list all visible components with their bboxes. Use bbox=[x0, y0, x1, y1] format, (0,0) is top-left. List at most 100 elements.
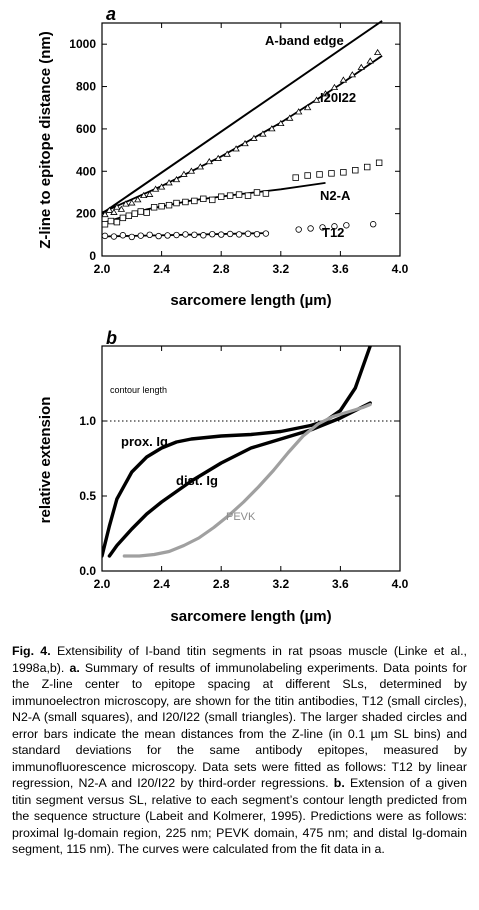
i20i22-point bbox=[366, 57, 374, 64]
curve-pevk bbox=[122, 402, 372, 558]
n2a-point bbox=[304, 172, 311, 179]
i20i22-point bbox=[214, 154, 222, 161]
i20i22-point bbox=[140, 191, 148, 199]
y-tick-label: 0 bbox=[89, 249, 96, 263]
panel-b-x-axis-label: sarcomere length (µm) bbox=[170, 608, 331, 625]
n2a-point bbox=[107, 217, 115, 225]
n2a-point bbox=[113, 218, 121, 226]
t12-point bbox=[295, 226, 302, 233]
i20i22-point bbox=[187, 167, 196, 174]
t12-point bbox=[217, 231, 225, 238]
panel-b-label: b bbox=[106, 328, 117, 348]
x-tick-label: 2.8 bbox=[213, 262, 230, 276]
y-tick-label: 1.0 bbox=[79, 414, 96, 428]
fit-line-i20i22 bbox=[101, 55, 383, 214]
n2a-point bbox=[364, 163, 371, 171]
n2a-point bbox=[253, 189, 261, 196]
n2a-point bbox=[217, 193, 225, 200]
i20i22-point bbox=[122, 200, 130, 207]
i20i22-point bbox=[357, 63, 365, 70]
annotation-a-band-edge: A-band edge bbox=[265, 33, 344, 48]
n2a-point bbox=[226, 192, 234, 199]
curve-prox-ig bbox=[102, 346, 372, 558]
panel-b-plot-frame bbox=[101, 345, 401, 572]
panel-b: b 2.0 2.4 2.8 3.2 3.6 4.0 0.0 0.5 1.0 sarcomere … bbox=[37, 328, 409, 625]
n2a-point bbox=[119, 214, 127, 222]
i20i22-point bbox=[196, 163, 205, 170]
t12-point bbox=[164, 232, 171, 239]
x-tick-label: 3.2 bbox=[272, 262, 289, 276]
i20i22-point bbox=[339, 76, 348, 83]
i20i22-point bbox=[180, 170, 188, 177]
i20i22-point bbox=[241, 139, 249, 147]
x-tick-label: 2.0 bbox=[94, 577, 111, 591]
t12-point bbox=[244, 230, 252, 237]
t12-point bbox=[128, 233, 135, 241]
panel-b-y-axis-label: relative extension bbox=[37, 397, 54, 524]
t12-point bbox=[155, 232, 162, 240]
i20i22-point bbox=[145, 190, 154, 197]
i20i22-point bbox=[348, 71, 357, 78]
i20i22-point bbox=[286, 114, 294, 121]
n2a-point bbox=[328, 170, 335, 177]
n2a-point bbox=[182, 198, 189, 206]
i20i22-point bbox=[259, 130, 267, 137]
n2a-point bbox=[165, 201, 173, 209]
t12-point bbox=[235, 231, 243, 238]
n2a-point bbox=[292, 174, 299, 181]
t12-point bbox=[319, 224, 326, 231]
i20i22-point bbox=[117, 205, 126, 212]
panel-b-marks bbox=[102, 346, 400, 558]
y-tick-label: 600 bbox=[76, 122, 96, 136]
t12-point bbox=[262, 230, 270, 237]
t12-point bbox=[182, 231, 189, 238]
y-tick-label: 400 bbox=[76, 164, 96, 178]
t12-point bbox=[331, 223, 338, 230]
panel-a: a 2.0 2.4 2.8 3.2 3.6 4.0 0 200 400 600 800 1000 sa… bbox=[37, 4, 409, 309]
n2a-point bbox=[191, 197, 198, 205]
x-tick-label: 4.0 bbox=[392, 577, 409, 591]
i20i22-point bbox=[330, 83, 339, 91]
y-tick-label: 0.0 bbox=[79, 564, 96, 578]
n2a-point bbox=[137, 208, 144, 215]
i20i22-point bbox=[232, 145, 240, 152]
contour-length-label: contour length bbox=[110, 385, 167, 395]
i20i22-point bbox=[303, 103, 312, 111]
panel-a-label: a bbox=[106, 4, 116, 24]
i20i22-point bbox=[101, 210, 109, 218]
t12-point bbox=[191, 231, 198, 239]
n2a-point bbox=[200, 195, 207, 203]
i20i22-point bbox=[321, 90, 330, 97]
i20i22-point bbox=[373, 48, 382, 56]
n2a-point bbox=[125, 212, 133, 219]
n2a-point bbox=[352, 167, 359, 174]
label-dist-ig: dist. Ig bbox=[176, 473, 218, 488]
x-tick-label: 3.2 bbox=[272, 577, 289, 591]
i20i22-point bbox=[105, 206, 114, 213]
t12-point bbox=[137, 232, 144, 239]
y-tick-label: 200 bbox=[76, 207, 96, 221]
i20i22-point bbox=[205, 157, 213, 165]
caption-lead: Extensibility of I-band titin segments i… bbox=[12, 644, 468, 675]
x-tick-label: 3.6 bbox=[332, 577, 349, 591]
caption-title: Fig. 4. bbox=[12, 644, 51, 658]
t12-point bbox=[119, 232, 127, 239]
i20i22-point bbox=[312, 96, 321, 103]
n2a-point bbox=[316, 171, 323, 178]
n2a-point bbox=[143, 209, 150, 216]
panel-a-y-axis-label: Z-line to epitope distance (nm) bbox=[37, 31, 54, 249]
caption-a-label: a. bbox=[69, 660, 80, 675]
caption-a-text: Summary of results of immunolabeling exp… bbox=[12, 660, 467, 791]
x-tick-label: 2.4 bbox=[153, 262, 170, 276]
i20i22-point bbox=[134, 196, 142, 203]
t12-point bbox=[146, 231, 153, 239]
t12-point bbox=[110, 233, 118, 240]
caption-b-text: Extension of a given titin segment versu… bbox=[12, 776, 467, 856]
panel-a-x-axis-label: sarcomere length (µm) bbox=[170, 292, 331, 309]
t12-point bbox=[226, 230, 234, 238]
label-pevk: PEVK bbox=[226, 511, 256, 523]
i20i22-point bbox=[268, 125, 276, 132]
y-tick-label: 800 bbox=[76, 80, 96, 94]
panel-b-axes: 2.0 2.4 2.8 3.2 3.6 4.0 0.0 0.5 1.0 bbox=[79, 346, 409, 591]
i20i22-point bbox=[151, 185, 160, 192]
